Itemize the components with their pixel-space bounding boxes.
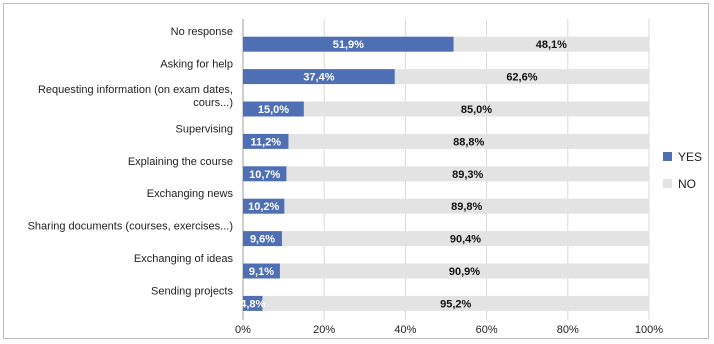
data-label-no: 90,4%	[450, 234, 481, 246]
category-label: Supervising	[176, 123, 233, 135]
data-label-yes: 9,6%	[250, 234, 275, 246]
data-label-no: 88,8%	[453, 136, 484, 148]
category-label: Exchanging news	[147, 188, 234, 200]
data-label-no: 85,0%	[461, 104, 492, 116]
data-label-yes: 15,0%	[258, 104, 289, 116]
data-label-yes: 10,7%	[249, 169, 280, 181]
bar-yes	[243, 36, 454, 52]
legend: YES NO	[663, 150, 702, 191]
data-label-no: 62,6%	[506, 72, 537, 84]
data-label-no: 95,2%	[440, 298, 471, 310]
bar-no	[286, 166, 649, 182]
bar-no	[303, 101, 649, 117]
bar-yes	[243, 295, 263, 311]
bar-yes	[243, 231, 282, 247]
x-tick-label: 20%	[313, 324, 335, 336]
x-tick-label: 40%	[394, 324, 416, 336]
category-label: Exchanging of ideas	[134, 253, 234, 265]
data-label-yes: 51,9%	[333, 39, 364, 51]
data-label-no: 48,1%	[536, 39, 567, 51]
data-label-no: 89,8%	[451, 201, 482, 213]
data-label-yes: 10,2%	[248, 201, 279, 213]
legend-label: YES	[678, 150, 702, 164]
x-tick-label: 80%	[557, 324, 579, 336]
data-label-yes: 37,4%	[303, 72, 334, 84]
bar-no	[284, 198, 649, 214]
legend-label: NO	[678, 177, 696, 191]
bar-no	[453, 36, 649, 52]
bar-no	[281, 231, 649, 247]
data-label-no: 90,9%	[449, 266, 480, 278]
x-tick-label: 60%	[476, 324, 498, 336]
chart-frame	[3, 3, 709, 339]
category-label: Sharing documents (courses, exercises...…	[28, 221, 233, 233]
data-label-yes: 4,8%	[240, 298, 265, 310]
bar-no	[288, 133, 649, 149]
legend-swatch	[663, 152, 672, 161]
category-label: Requesting information (on exam dates, co…	[38, 84, 233, 109]
bar-yes	[243, 69, 395, 85]
bar-no	[279, 263, 649, 279]
bar-yes	[243, 133, 289, 149]
bars: 51,9% 48,1% 37,4% 62,6% 15,0% 85,0% 11,2% 88,8%…	[240, 36, 649, 311]
x-axis-ticks: 0% 20% 40% 60% 80% 100%	[235, 324, 663, 336]
category-label: Explaining the course	[128, 156, 233, 168]
data-label-yes: 9,1%	[249, 266, 274, 278]
bar-yes	[243, 198, 285, 214]
bar-yes	[243, 263, 280, 279]
bar-no	[262, 295, 649, 311]
category-label: Asking for help	[160, 59, 233, 71]
bar-yes	[243, 101, 304, 117]
bar-yes	[243, 166, 287, 182]
data-label-no: 89,3%	[452, 169, 483, 181]
legend-swatch	[663, 179, 672, 188]
x-tick-label: 0%	[235, 324, 251, 336]
category-label: Sending projects	[151, 285, 233, 297]
bar-no	[394, 69, 649, 85]
data-label-yes: 11,2%	[250, 136, 281, 148]
category-labels: No response Asking for help Requesting inf…	[28, 26, 234, 297]
category-label: No response	[171, 26, 233, 38]
x-tick-label: 100%	[635, 324, 663, 336]
